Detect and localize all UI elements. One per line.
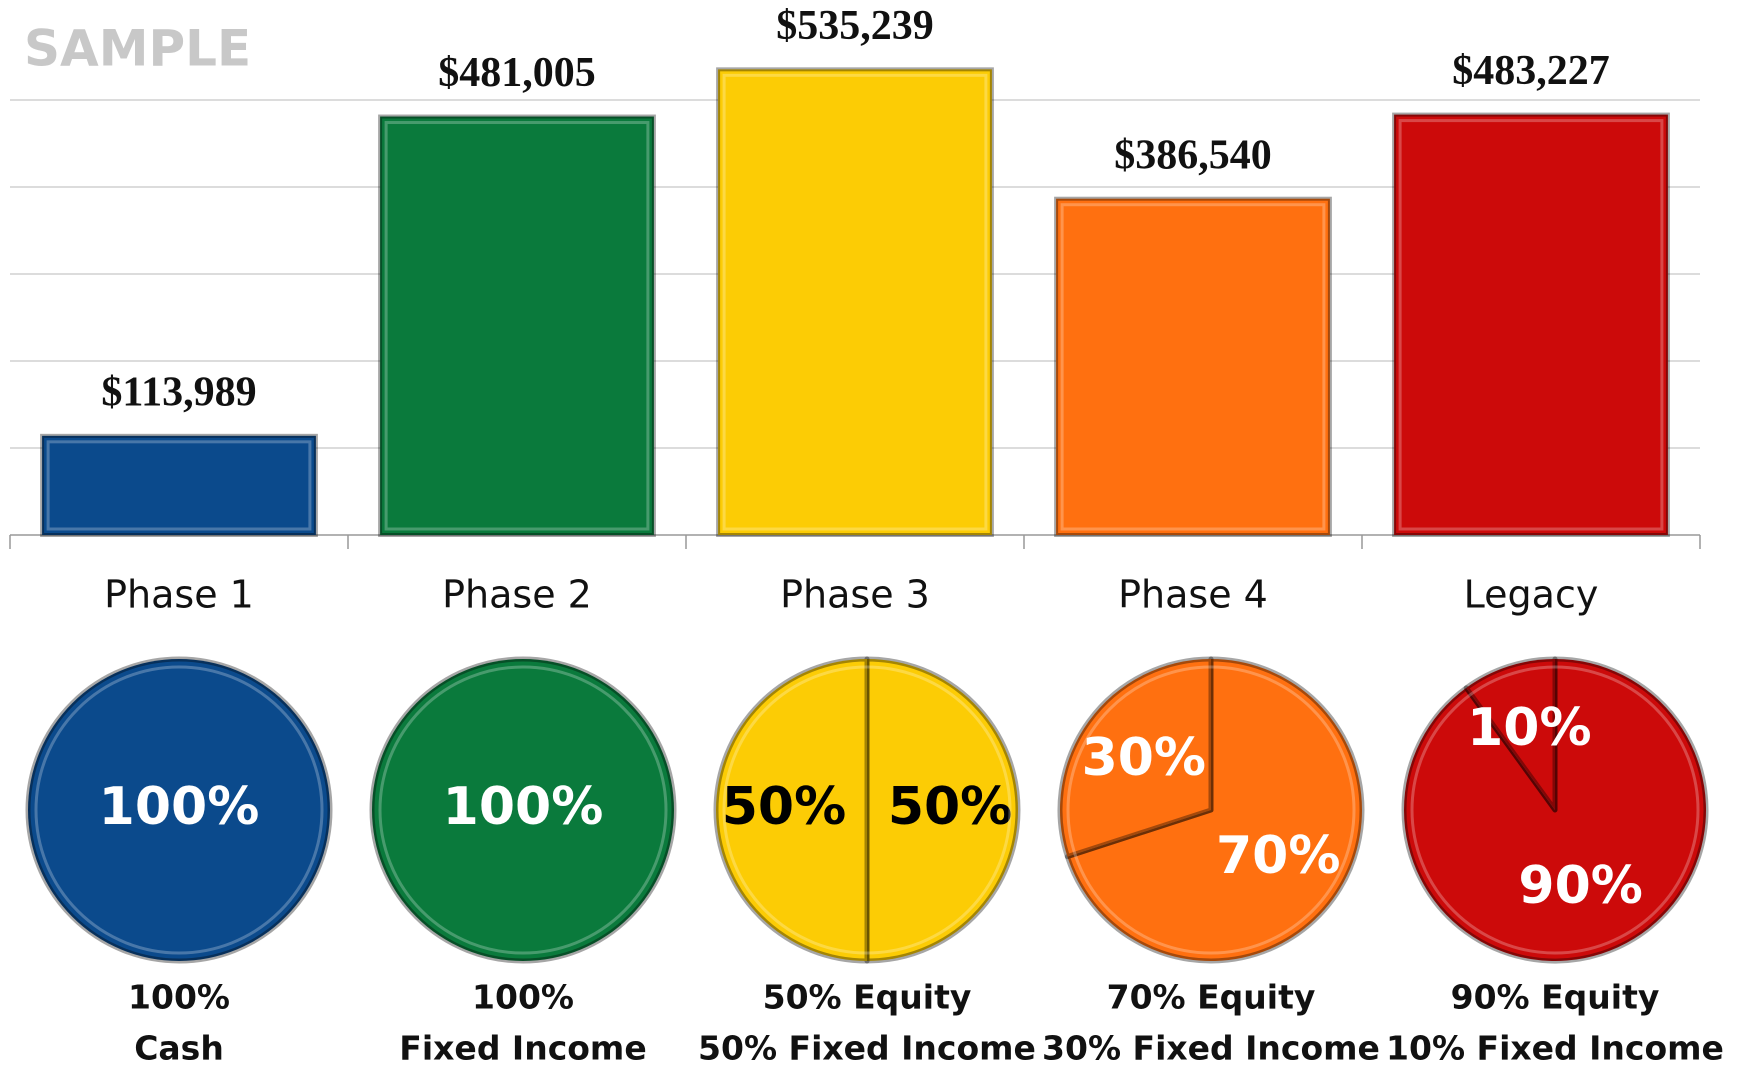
pie-caption: 100%: [472, 978, 574, 1017]
value-label: $481,005: [438, 50, 596, 96]
pie-caption: Cash: [134, 1029, 224, 1068]
pie-label: 100%: [443, 777, 604, 837]
pie-caption: Fixed Income: [399, 1029, 646, 1068]
bar-bevel: [1060, 203, 1326, 531]
pie-caption: 10% Fixed Income: [1386, 1029, 1724, 1068]
bar: [40, 433, 318, 537]
value-label: $386,540: [1114, 132, 1272, 178]
pie-slice: [369, 656, 677, 964]
pie-label: 50%: [722, 777, 846, 837]
pie-slice: [1064, 656, 1365, 964]
pie-label: 90%: [1518, 856, 1642, 916]
x-tick-label: Phase 4: [1118, 573, 1268, 617]
pie-slice: [25, 656, 333, 964]
x-tick-label: Legacy: [1464, 573, 1599, 617]
pie-caption: 50% Fixed Income: [698, 1029, 1036, 1068]
bar: [378, 114, 656, 538]
watermark: SAMPLE: [24, 20, 251, 78]
pie-bevel: [34, 665, 324, 955]
bar: [716, 67, 994, 537]
bar-bevel: [722, 73, 988, 531]
pie-caption: 30% Fixed Income: [1042, 1029, 1380, 1068]
pie-bevel: [1066, 665, 1356, 955]
pie-caption: 50% Equity: [763, 978, 972, 1017]
pie-label: 70%: [1216, 826, 1340, 886]
pie-caption: 100%: [128, 978, 230, 1017]
pie-bevel: [1410, 665, 1700, 955]
x-tick-label: Phase 1: [104, 573, 254, 617]
pie-label: 100%: [99, 777, 260, 837]
pie-slice: [1057, 656, 1214, 860]
pie-bevel: [378, 665, 668, 955]
pie-bevel: [722, 665, 1012, 955]
pie-label: 10%: [1467, 698, 1591, 758]
bar-bevel: [1398, 119, 1664, 531]
value-label: $483,227: [1452, 48, 1610, 94]
pie-caption: 70% Equity: [1107, 978, 1316, 1017]
pie-slice: [1401, 656, 1709, 964]
pie-slice: [713, 656, 870, 964]
pie-slice: [864, 656, 1021, 964]
x-tick-label: Phase 3: [780, 573, 930, 617]
bar-bevel: [384, 121, 650, 531]
bar: [1054, 196, 1332, 537]
value-label: $535,239: [776, 3, 934, 49]
pie-label: 30%: [1082, 728, 1206, 788]
bar: [1392, 112, 1670, 538]
pie-caption: 90% Equity: [1451, 978, 1660, 1017]
bar-bevel: [46, 440, 312, 531]
pie-label: 50%: [888, 777, 1012, 837]
value-label: $113,989: [101, 369, 256, 415]
pie-slice: [1463, 656, 1558, 813]
x-tick-label: Phase 2: [442, 573, 592, 617]
